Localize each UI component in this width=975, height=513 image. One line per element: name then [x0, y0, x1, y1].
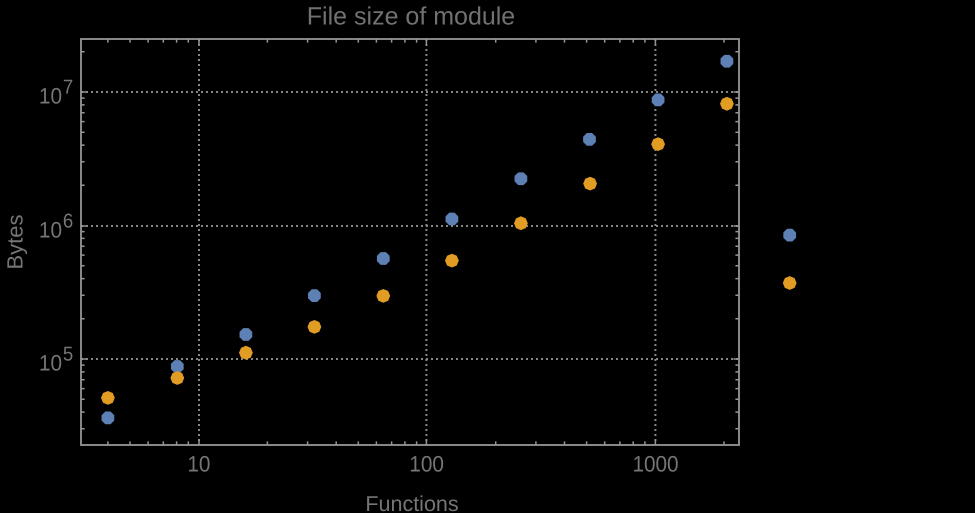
svg-text:File size of module: File size of module: [307, 2, 515, 30]
svg-text:6: 6: [63, 211, 73, 233]
svg-text:10: 10: [39, 217, 62, 242]
svg-text:10: 10: [39, 83, 62, 108]
svg-text:Functions: Functions: [365, 492, 458, 513]
svg-text:10: 10: [39, 350, 62, 375]
svg-text:Bytes: Bytes: [2, 214, 27, 269]
svg-text:7: 7: [63, 77, 73, 99]
svg-text:5: 5: [63, 344, 73, 366]
svg-text:10: 10: [187, 451, 210, 476]
svg-text:100: 100: [409, 451, 444, 476]
svg-text:1000: 1000: [632, 451, 678, 476]
